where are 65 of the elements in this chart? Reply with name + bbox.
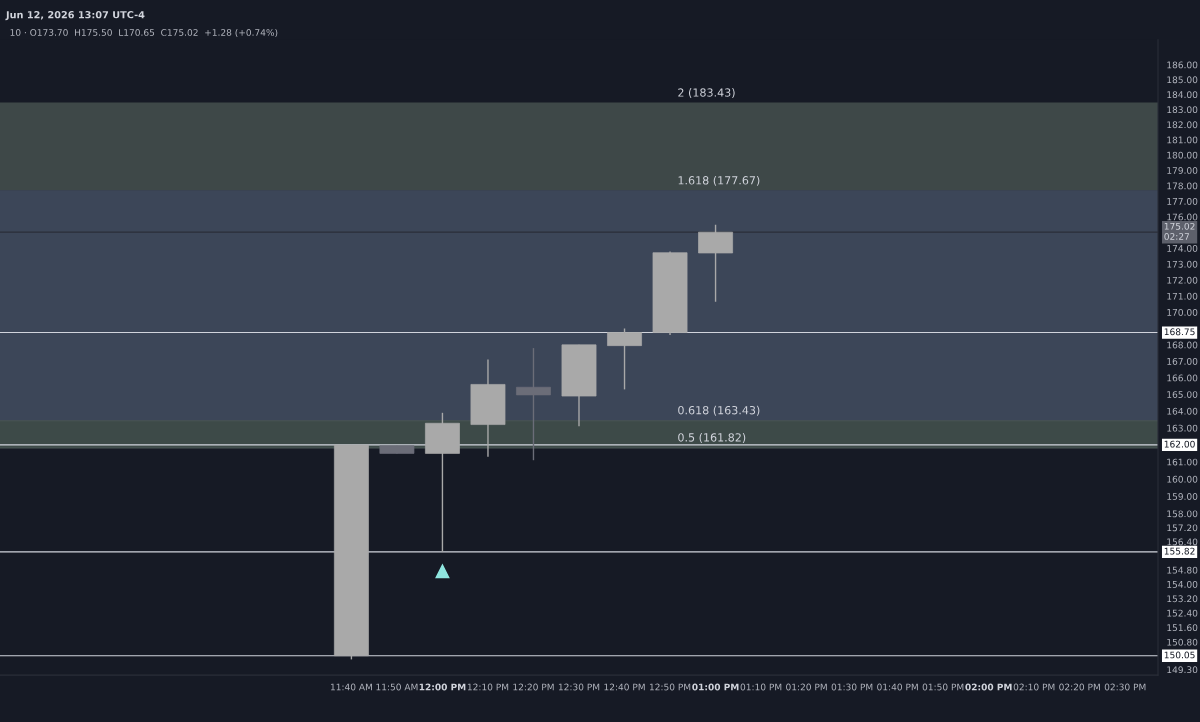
y-tick-label: 157.20 — [1167, 524, 1198, 532]
y-tick-label: 180.00 — [1167, 151, 1198, 159]
y-tick-label: 182.00 — [1167, 121, 1198, 129]
ref-line-label: 0.5 (161.82) — [678, 433, 746, 443]
y-tick-label: 174.00 — [1167, 244, 1198, 252]
x-tick-label: 02:30 PM — [1104, 683, 1146, 691]
y-tick-label: 161.00 — [1167, 458, 1198, 466]
y-tick-label: 153.20 — [1167, 595, 1198, 603]
y-tick-label: 158.00 — [1167, 510, 1198, 518]
y-tick-label: 160.00 — [1167, 475, 1198, 483]
y-tick-label: 184.00 — [1167, 91, 1198, 99]
x-tick-label: 12:20 PM — [513, 683, 554, 691]
x-tick-label: 02:00 PM — [965, 683, 1012, 691]
candlestick — [516, 347, 551, 461]
y-tick-label: 177.00 — [1167, 197, 1198, 205]
x-tick-label: 02:20 PM — [1059, 683, 1100, 691]
chart-subtitle: 10 · O173.70 H175.50 L170.65 C175.02 +1.28 (+0.74%) — [10, 28, 278, 37]
ref-line-label: 1.618 (177.67) — [678, 175, 760, 186]
y-tick-label: 165.00 — [1167, 391, 1198, 398]
y-tick-label: 151.60 — [1167, 624, 1198, 632]
y-tick-label: 168.00 — [1167, 341, 1198, 349]
y-tick-label: 185.00 — [1167, 76, 1198, 84]
y-tick-label: 183.00 — [1167, 106, 1198, 114]
y-tick-label: 154.00 — [1167, 580, 1198, 588]
x-tick-label: 01:30 PM — [831, 683, 873, 691]
ref-line-label: 150.05 — [1164, 651, 1195, 659]
y-tick-label: 186.00 — [1167, 61, 1198, 69]
y-tick-label: 152.40 — [1167, 609, 1198, 617]
ref-line-label: 175.02 02:27 — [1164, 222, 1195, 240]
x-tick-label: 11:50 AM — [376, 683, 418, 691]
y-tick-label: 172.00 — [1167, 276, 1198, 284]
x-tick-label: 02:10 PM — [1013, 683, 1055, 691]
x-tick-label: 01:40 PM — [877, 683, 918, 691]
x-tick-label: 12:00 PM — [419, 683, 466, 691]
y-tick-label: 167.00 — [1167, 357, 1198, 365]
y-tick-label: 164.00 — [1167, 407, 1198, 415]
y-tick-label: 163.00 — [1167, 424, 1198, 432]
ref-line-label: 0.618 (163.43) — [678, 405, 760, 416]
x-tick-label: 01:10 PM — [740, 683, 782, 691]
x-tick-label: 11:40 AM — [330, 683, 372, 691]
ref-line-label: 168.75 — [1164, 328, 1195, 336]
y-tick-label: 150.80 — [1167, 638, 1198, 646]
y-tick-label: 181.00 — [1167, 136, 1198, 144]
x-tick-label: 12:30 PM — [558, 683, 600, 691]
y-tick-label: 176.00 — [1167, 213, 1198, 221]
ref-line-label: 2 (183.43) — [678, 88, 735, 99]
x-tick-label: 12:40 PM — [604, 683, 645, 691]
ref-line-label: 155.82 — [1164, 547, 1195, 555]
x-tick-label: 12:10 PM — [467, 683, 509, 691]
x-tick-label: 12:50 PM — [649, 683, 691, 691]
y-tick-label: 154.80 — [1167, 566, 1198, 574]
y-tick-label: 149.30 — [1167, 666, 1198, 674]
y-tick-label: 159.00 — [1167, 493, 1198, 500]
x-tick-label: 01:00 PM — [692, 683, 739, 691]
y-tick-label: 179.00 — [1167, 167, 1198, 174]
y-tick-label: 178.00 — [1167, 182, 1198, 190]
x-tick-label: 01:50 PM — [922, 683, 964, 691]
y-tick-label: 173.00 — [1167, 260, 1198, 268]
y-tick-label: 171.00 — [1167, 292, 1198, 300]
y-tick-label: 170.00 — [1167, 308, 1198, 316]
chart-title: Jun 12, 2026 13:07 UTC-4 — [5, 11, 145, 21]
ref-line-label: 162.00 — [1164, 440, 1195, 448]
y-tick-label: 156.40 — [1167, 538, 1198, 546]
y-tick-label: 166.00 — [1167, 374, 1198, 382]
x-tick-label: 01:20 PM — [786, 683, 827, 691]
